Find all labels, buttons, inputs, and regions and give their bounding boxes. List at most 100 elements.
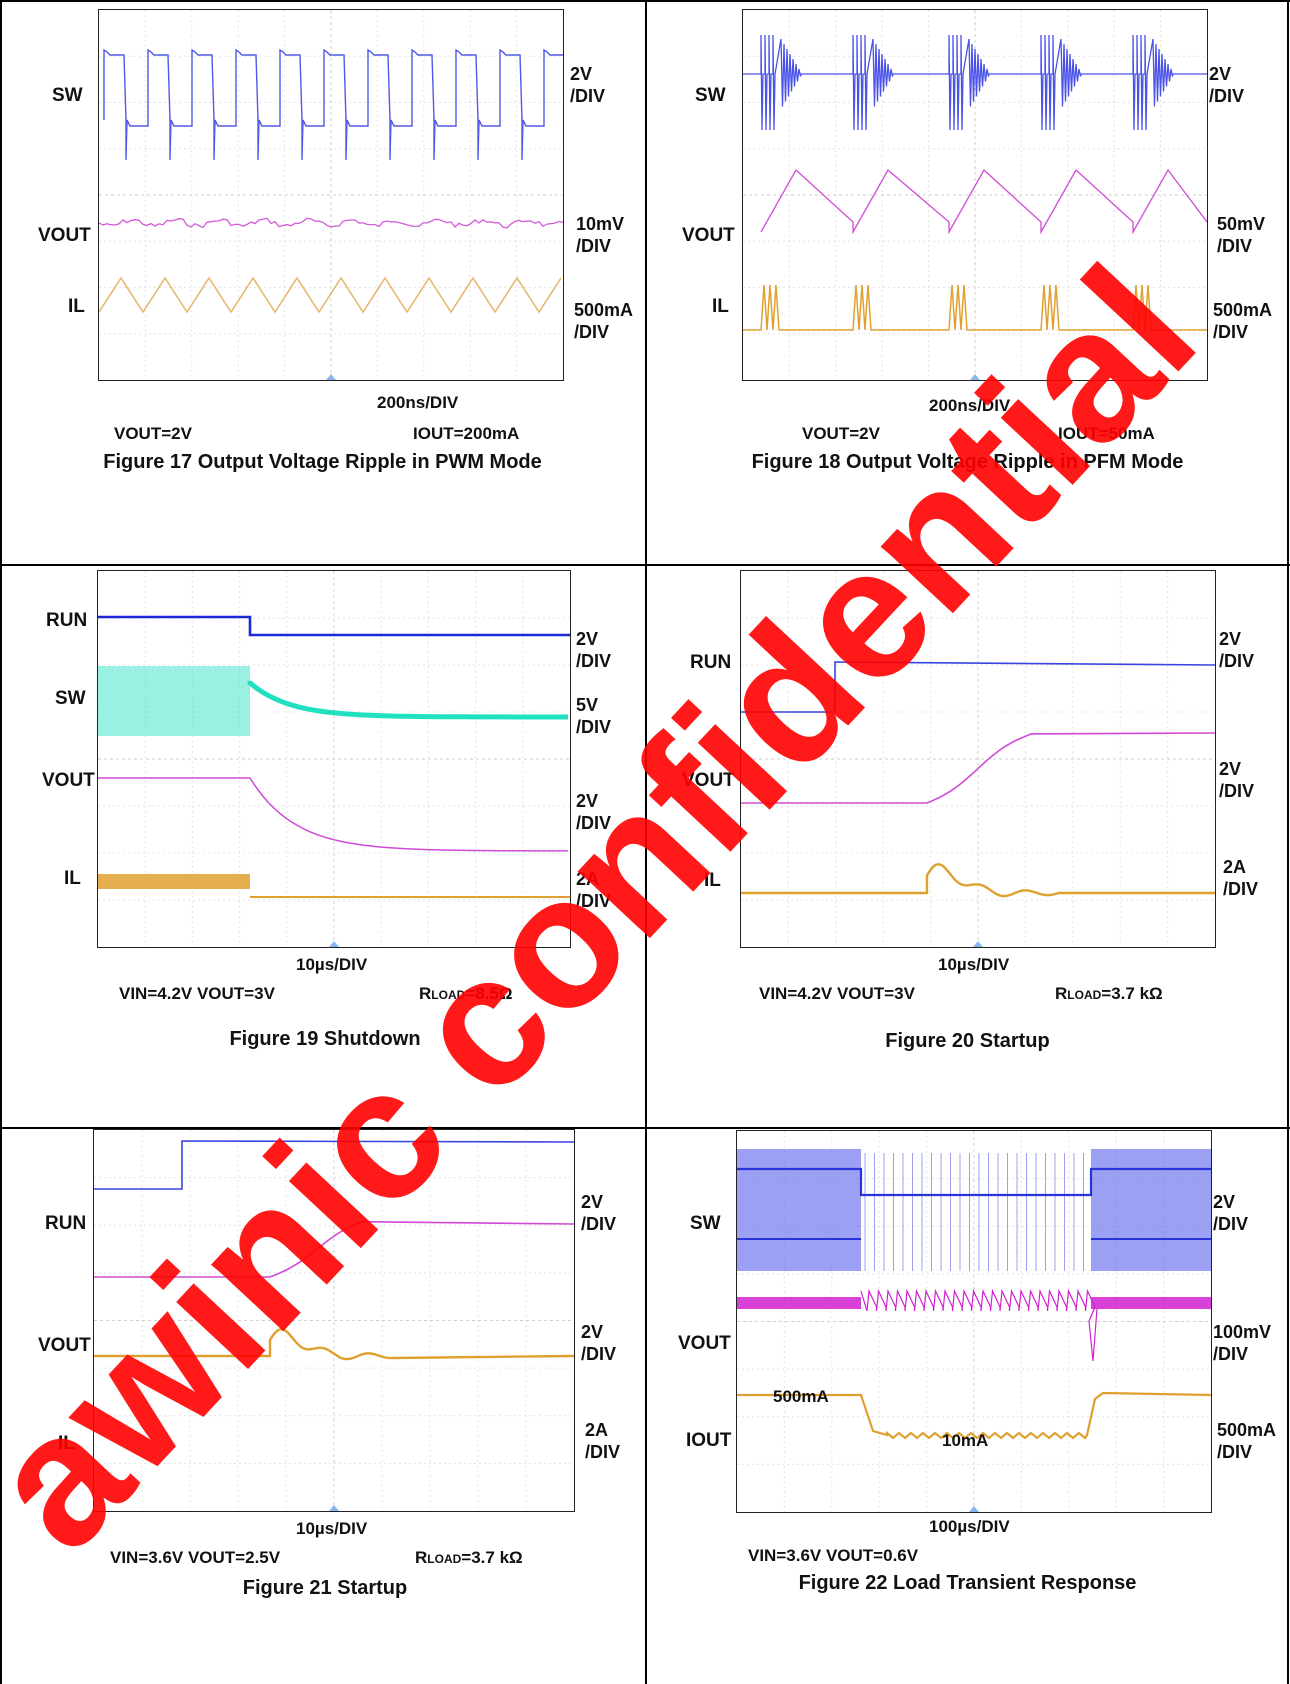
figure-20-cond-right: RLOAD=3.7 kΩ xyxy=(1055,984,1163,1004)
figure-20-caption: Figure 20 Startup xyxy=(885,1030,1050,1052)
figure-21-label-il: IL xyxy=(58,1433,75,1454)
table-divider-row1 xyxy=(0,564,1290,566)
figure-19-rload-value: =8.5Ω xyxy=(465,984,513,1003)
vout-noise-right xyxy=(1091,1297,1211,1309)
figure-22-cond-left: VIN=3.6V VOUT=0.6V xyxy=(748,1546,919,1565)
figure-19-scale-vout: 2V /DIV xyxy=(576,791,612,833)
figure-21-waveforms xyxy=(94,1130,574,1511)
figure-21-rload-sub: LOAD xyxy=(427,1552,462,1566)
vout-trace xyxy=(94,1220,574,1278)
figure-17-scale-il: 500mA /DIV xyxy=(574,300,634,342)
figure-21-scale-run: 2V /DIV xyxy=(581,1192,617,1234)
figure-17-scale-sw: 2V /DIV xyxy=(570,64,606,106)
sw-switching-band xyxy=(98,666,250,736)
figure-22-label-sw: SW xyxy=(690,1213,721,1234)
figure-22-scale-vout: 100mV /DIV xyxy=(1213,1322,1272,1364)
figure-17-scope xyxy=(98,9,564,381)
figure-17-time-div: 200ns/DIV xyxy=(377,393,459,412)
trigger-marker-icon xyxy=(326,374,336,380)
figure-18-cell: SW VOUT IL 2V /DIV 50mV /DIV 500mA /DIV … xyxy=(645,0,1290,564)
figure-22-cell: SW VOUT IOUT 2V /DIV 100mV /DIV 500mA /D… xyxy=(645,1129,1290,1684)
figure-22-annotation-500ma: 500mA xyxy=(773,1387,829,1406)
figure-22-scale-iout: 500mA /DIV xyxy=(1217,1420,1277,1462)
run-trace xyxy=(741,661,1215,713)
figure-18-scope xyxy=(742,9,1208,381)
il-trace xyxy=(94,1327,574,1361)
figure-19-cell: RUN SW VOUT IL 2V /DIV 5V /DIV 2V /DIV 2… xyxy=(0,566,645,1127)
sw-trace xyxy=(743,34,1207,131)
figure-18-scale-sw: 2V /DIV xyxy=(1209,64,1245,106)
trigger-marker-icon xyxy=(973,941,983,947)
vout-trace xyxy=(98,777,568,852)
figure-22-annotation-10ma: 10mA xyxy=(942,1431,989,1450)
figure-18-waveforms xyxy=(743,10,1207,380)
figure-22-scale-sw: 2V /DIV xyxy=(1213,1192,1249,1234)
figure-21-scale-il: 2A /DIV xyxy=(585,1420,621,1462)
figure-21-label-vout: VOUT xyxy=(38,1335,91,1356)
vout-trace xyxy=(741,732,1215,804)
figure-21-scale-vout: 2V /DIV xyxy=(581,1322,617,1364)
sw-trace xyxy=(737,1167,1211,1197)
iout-trace xyxy=(737,1391,1211,1440)
figure-21-scope xyxy=(93,1129,575,1512)
table-border-left xyxy=(0,0,2,1684)
figure-20-label-run: RUN xyxy=(690,652,732,673)
figure-22-waveforms xyxy=(737,1131,1211,1512)
figure-21-rload-prefix: R xyxy=(415,1548,428,1567)
vout-trace xyxy=(99,217,563,229)
figure-19-scale-sw: 5V /DIV xyxy=(576,695,612,737)
figure-19-label-vout: VOUT xyxy=(42,770,95,791)
figure-22-caption: Figure 22 Load Transient Response xyxy=(798,1572,1137,1594)
figure-20-scale-run: 2V /DIV xyxy=(1219,629,1255,671)
table-divider-vertical xyxy=(645,0,647,1684)
il-trace xyxy=(743,284,1207,331)
figure-20-label-il: IL xyxy=(704,870,721,891)
figure-20-scale-vout: 2V /DIV xyxy=(1219,759,1255,801)
vout-trace xyxy=(760,168,1207,235)
figure-17-label-il: IL xyxy=(68,296,85,317)
figure-17-label-vout: VOUT xyxy=(38,225,91,246)
figure-20-time-div: 10µs/DIV xyxy=(938,955,1010,974)
figure-22-scope xyxy=(736,1130,1212,1513)
figure-17-cond-left: VOUT=2V xyxy=(114,424,192,443)
figure-19-label-sw: SW xyxy=(55,688,86,709)
figure-19-waveforms xyxy=(98,571,570,947)
figure-19-rload-sub: LOAD xyxy=(431,988,466,1002)
figure-19-scale-il: 2A /DIV xyxy=(576,869,612,911)
figure-18-cond-right: IOUT=50mA xyxy=(1058,424,1155,443)
trigger-marker-icon xyxy=(969,1506,979,1512)
figure-20-scale-il: 2A /DIV xyxy=(1223,857,1259,899)
figure-19-cond-left: VIN=4.2V VOUT=3V xyxy=(119,984,275,1003)
figure-17-waveforms xyxy=(99,10,563,380)
trigger-marker-icon xyxy=(329,1505,339,1511)
figure-22-label-vout: VOUT xyxy=(678,1333,731,1354)
figure-20-rload-value: =3.7 kΩ xyxy=(1101,984,1163,1003)
figure-20-scope xyxy=(740,570,1216,948)
vout-noise-left xyxy=(737,1297,861,1309)
figure-21-caption: Figure 21 Startup xyxy=(242,1577,408,1599)
figure-18-time-div: 200ns/DIV xyxy=(929,396,1011,415)
figure-22-time-div: 100µs/DIV xyxy=(929,1517,1010,1536)
il-trace xyxy=(741,862,1215,898)
il-switching-band xyxy=(98,874,250,889)
table-border-right xyxy=(1287,0,1289,1684)
figure-20-rload-sub: LOAD xyxy=(1067,988,1102,1002)
figure-20-label-vout: VOUT xyxy=(682,770,735,791)
figure-19-label-il: IL xyxy=(64,868,81,889)
figure-18-label-sw: SW xyxy=(695,85,726,106)
figure-20-cell: RUN VOUT IL 2V /DIV 2V /DIV 2A /DIV 10µs… xyxy=(645,566,1290,1127)
figure-17-scale-vout: 10mV /DIV xyxy=(576,214,625,256)
run-trace xyxy=(94,1140,574,1190)
sw-trace xyxy=(247,681,568,720)
figure-19-scale-run: 2V /DIV xyxy=(576,629,612,671)
figure-21-rload-value: =3.7 kΩ xyxy=(461,1548,523,1567)
figure-18-scale-il: 500mA /DIV xyxy=(1213,300,1273,342)
figure-18-scale-vout: 50mV /DIV xyxy=(1217,214,1266,256)
figure-18-cond-left: VOUT=2V xyxy=(802,424,880,443)
trigger-marker-icon xyxy=(329,941,339,947)
figure-22-label-iout: IOUT xyxy=(686,1430,732,1451)
run-trace xyxy=(98,615,570,637)
sw-switching-band-left xyxy=(737,1149,861,1271)
il-trace xyxy=(99,276,562,314)
figure-21-cond-right: RLOAD=3.7 kΩ xyxy=(415,1548,523,1568)
